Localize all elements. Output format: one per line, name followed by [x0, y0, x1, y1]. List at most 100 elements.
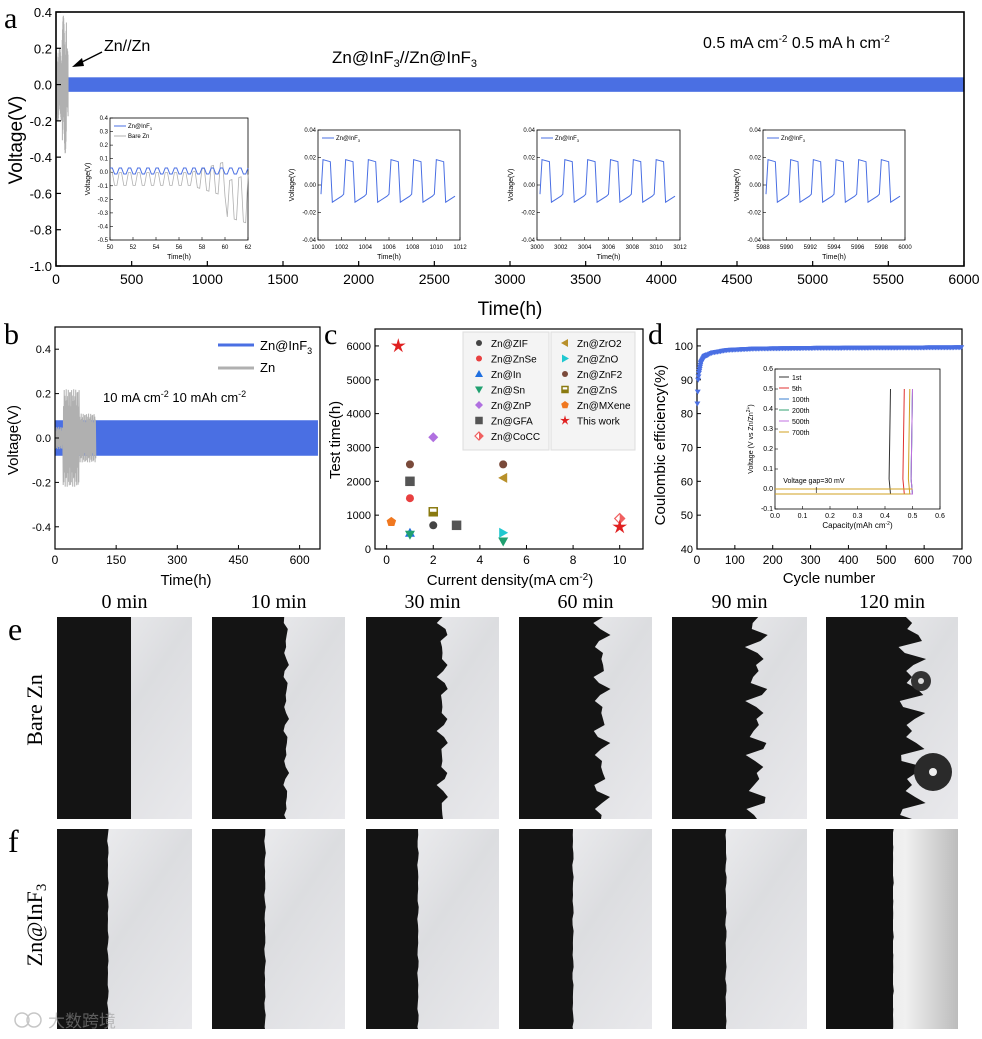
panel-b-xlabel: Time(h): [160, 572, 211, 589]
zn-electrode: [57, 829, 109, 1029]
inset-x-tick-label: 3002: [554, 245, 568, 251]
x-tick-label: 500: [120, 271, 144, 287]
panel-d-xlabel: Cycle number: [783, 570, 876, 587]
data-point-zn-zns-half: [429, 511, 438, 516]
y-tick-label: 0.2: [34, 41, 52, 56]
inset-x-tick-label: 1008: [406, 245, 420, 251]
micrograph-bare-zn-2: [366, 617, 499, 819]
micrograph-zninf3-2: [366, 829, 499, 1029]
inset-xlabel: Time(h): [597, 254, 621, 261]
panel-a-annotation-condition: 0.5 mA cm-2 0.5 mA h cm-2: [703, 34, 890, 52]
inset-x-tick-label: 3010: [649, 245, 663, 251]
legend-marker: [560, 415, 570, 425]
legend-label: Zn@ZIF: [491, 339, 528, 350]
zn-electrode: [519, 829, 574, 1029]
data-point-zn-cocc-half: [619, 513, 625, 524]
panel-a-chart: 0 500 1000 1500 2000 2500 3000 3500 4000 4500 5000…: [30, 5, 980, 287]
inset-xlabel: Time(h): [377, 254, 401, 261]
inset-frame: [762, 129, 906, 241]
series-bare-zn-line: [55, 15, 69, 154]
inset-x-tick-label: 6000: [898, 245, 912, 251]
panel-b-chart: 0 150 300 450 600 -0.4 -0.2 0.0 0.2 0.4: [32, 326, 321, 567]
inset-a-2: 1000 1002 1004 1006 1008 1010 1012 0.04 0.02 0.00…: [289, 128, 467, 261]
panel-a-annotation-zninf3: Zn@InF3//Zn@InF3: [332, 48, 477, 70]
micrograph-bare-zn-1: [212, 617, 345, 819]
x-tick-label: 1500: [267, 271, 298, 287]
legend-label: Zn@Sn: [491, 386, 525, 397]
inset-y-tick-label: 0.0: [100, 170, 109, 176]
zn-electrode: [212, 829, 266, 1029]
x-tick-label: 3500: [570, 271, 601, 287]
y-tick-label: 0.4: [34, 5, 52, 20]
inset-a-4: 5988 5990 5992 5994 5996 5998 6000 0.04 0.02 0.00…: [734, 128, 912, 261]
y-tick-label: 40: [681, 544, 693, 556]
data-point-zn-zro2: [498, 472, 508, 483]
x-tick-label: 400: [838, 553, 858, 567]
legend-label: Zn@MXene: [577, 401, 631, 412]
inset-ylabel: Voltage(V): [508, 169, 515, 202]
x-tick-label: 600: [914, 553, 934, 567]
ce-point: [958, 345, 965, 351]
inset-x-tick-label: 3000: [530, 245, 544, 251]
y-tick-label: -0.4: [32, 522, 51, 534]
panel-a-insets: 50 52 54 56 58 60 62 0.4 0.3 0.2 0.1 0.0 -0.1 -0.2 -0.…: [85, 116, 912, 261]
inset-zninf3-line: [765, 159, 901, 204]
inset-x-tick-label: 0.5: [908, 513, 918, 520]
row-label-zninf3: Zn@InF3: [22, 884, 50, 967]
inset-x-tick-label: 0.2: [825, 513, 835, 520]
data-point-zn-gfa: [451, 520, 462, 531]
inset-y-tick-label: 0.4: [100, 116, 109, 122]
row-label-bare-zn: Bare Zn: [22, 674, 47, 745]
inset-bare-line: [110, 161, 249, 224]
y-tick-label: 6000: [347, 341, 371, 353]
data-point-zn-znf2: [499, 460, 508, 469]
micrograph-zninf3-0: [57, 829, 192, 1029]
data-point-zn-sn: [404, 530, 415, 540]
inset-y-tick-label: -0.02: [747, 211, 761, 217]
y-tick-label: -0.8: [30, 223, 52, 238]
x-tick-label: 0: [694, 553, 701, 567]
inset-y-tick-label: 0.3: [100, 130, 109, 136]
legend-marker: [561, 339, 568, 347]
inset-x-tick-label: 58: [199, 245, 206, 251]
data-point-zn-znp: [428, 432, 439, 443]
legend-label: Zn@ZnO: [577, 355, 618, 366]
inset-legend-label: Zn@InF3: [128, 124, 153, 131]
inset-frame: [109, 117, 249, 241]
legend-box-left: [462, 331, 550, 451]
series-zninf3-band: [56, 77, 964, 92]
y-tick-label: 0.2: [36, 389, 51, 401]
inset-y-tick-label: -0.1: [761, 506, 773, 513]
x-tick-label: 600: [290, 553, 310, 567]
x-tick-label: 8: [570, 553, 577, 567]
ce-point: [695, 371, 702, 376]
panel-b-legend-zninf3: Zn@InF3: [260, 338, 312, 356]
inset-xlabel: Capacity(mAh cm-2): [822, 521, 893, 530]
zn-electrode: [366, 617, 448, 819]
time-label-0: 0 min: [101, 591, 147, 613]
legend-marker: [562, 354, 569, 363]
inset-x-tick-label: 5992: [804, 245, 818, 251]
panel-b-condition: 10 mA cm-2 10 mAh cm-2: [103, 389, 246, 405]
legend-label: Zn@ZnP: [491, 401, 531, 412]
inset-y-tick-label: -0.02: [521, 211, 535, 217]
zn-electrode-dark: [826, 829, 893, 1029]
inset-x-tick-label: 5996: [851, 245, 865, 251]
legend-marker: [476, 355, 482, 362]
data-point-this-work: [612, 519, 628, 534]
inset-annotation: Voltage gap=30 mV: [783, 478, 845, 485]
x-tick-label: 150: [106, 553, 126, 567]
legend-label: Zn@ZrO2: [577, 339, 622, 350]
inset-y-tick-label: -0.04: [302, 238, 316, 244]
inset-x-tick-label: 50: [107, 245, 114, 251]
x-tick-label: 4: [477, 553, 484, 567]
panel-letter-d: d: [648, 318, 663, 351]
y-tick-label: 60: [681, 476, 693, 488]
zn-electrode: [212, 617, 290, 819]
inset-legend-label: Zn@InF3: [336, 136, 361, 143]
panel-c-legend: Zn@ZIF Zn@ZnSe Zn@In Zn@Sn Zn@ZnP Zn@GFA Zn@Co…: [462, 331, 636, 451]
time-label-1: 10 min: [250, 591, 306, 613]
inset-y-tick-label: 0.00: [304, 183, 316, 189]
inset-y-tick-label: 0.04: [523, 128, 535, 134]
panel-d-ylabel: Coulombic efficiency(%): [652, 365, 669, 526]
